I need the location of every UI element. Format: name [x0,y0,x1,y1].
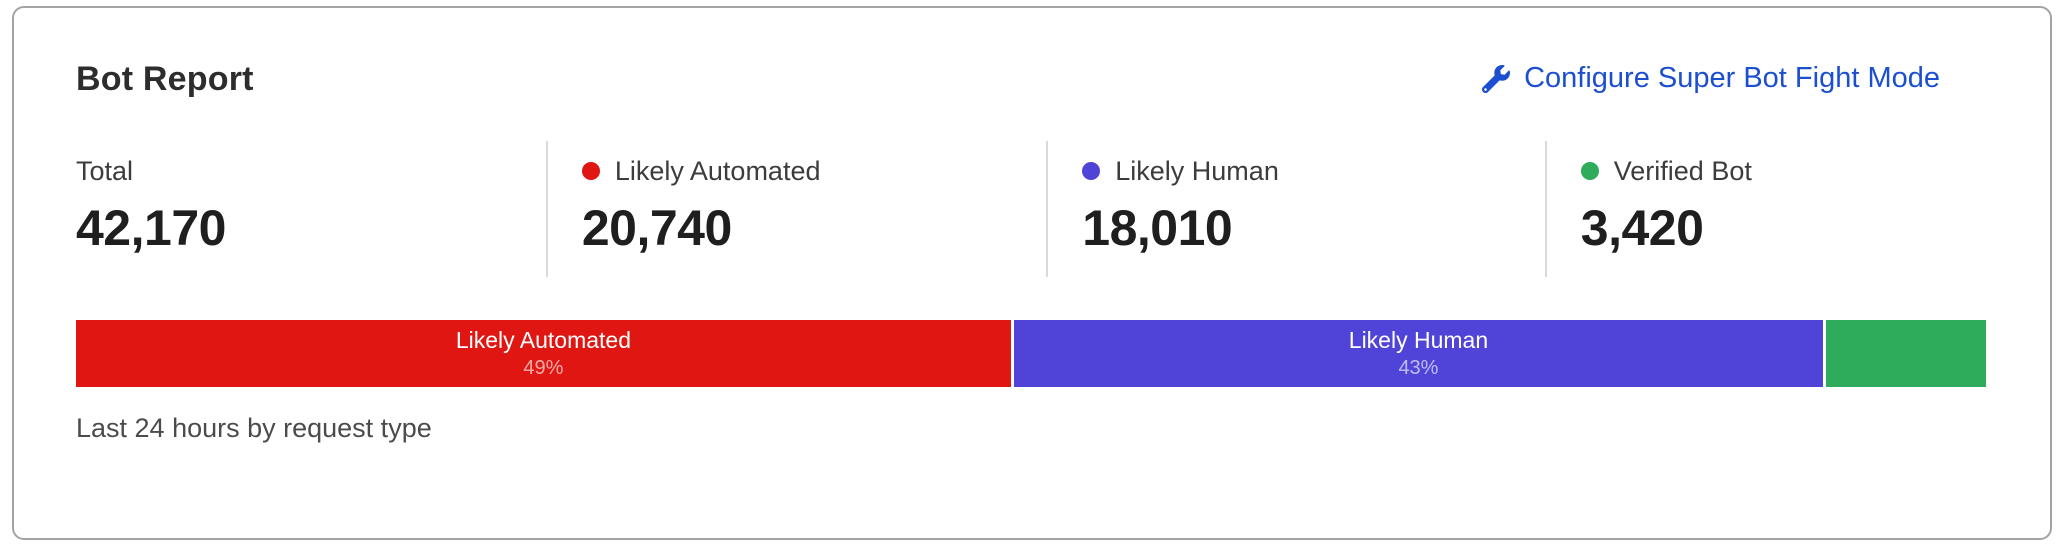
bar-segment-label: Likely Human [1348,327,1489,354]
wrench-icon [1482,64,1511,93]
bar-segment-label: Likely Automated [455,327,632,354]
stat-label-row: Likely Human [1082,153,1545,189]
stat-value: 20,740 [581,200,732,256]
stat-label-row: Total [76,153,546,189]
stat-likely-automated: Likely Automated 20,740 [545,141,1046,277]
configure-super-bot-fight-mode-link[interactable]: Configure Super Bot Fight Mode [1482,62,1940,95]
bar-segment-likely-automated: Likely Automated 49% [76,320,1011,387]
bar-segment-likely-human: Likely Human 43% [1013,320,1824,387]
stacked-bar-chart: Likely Automated 49% Likely Human 43% [76,320,1986,387]
stat-verified-bot: Verified Bot 3,420 [1544,141,1986,277]
stat-value: 18,010 [1082,200,1233,256]
likely-automated-dot-icon [581,162,600,180]
stat-value: 3,420 [1580,200,1704,256]
stat-label-row: Verified Bot [1580,153,1986,189]
stat-total: Total 42,170 [76,141,546,277]
stat-label: Verified Bot [1613,155,1752,186]
stat-label: Total [76,155,134,186]
configure-link-label: Configure Super Bot Fight Mode [1524,62,1940,94]
bar-segment-percent: 43% [1398,356,1439,379]
likely-human-dot-icon [1082,162,1101,180]
stat-value: 42,170 [76,200,226,256]
stat-label-row: Likely Automated [581,153,1046,189]
chart-caption: Last 24 hours by request type [76,413,432,443]
bar-segment-verified-bot [1826,320,1986,387]
stat-likely-human: Likely Human 18,010 [1046,141,1545,277]
card-header: Bot Report Configure Super Bot Fight Mod… [76,60,1986,99]
verified-bot-dot-icon [1580,162,1599,180]
stat-label: Likely Automated [614,155,821,186]
bot-report-card: Bot Report Configure Super Bot Fight Mod… [12,6,2052,540]
card-title: Bot Report [76,60,254,98]
bar-segment-percent: 49% [523,356,564,379]
stats-row: Total 42,170 Likely Automated 20,740 Lik… [76,141,1986,277]
stat-label: Likely Human [1115,155,1279,186]
